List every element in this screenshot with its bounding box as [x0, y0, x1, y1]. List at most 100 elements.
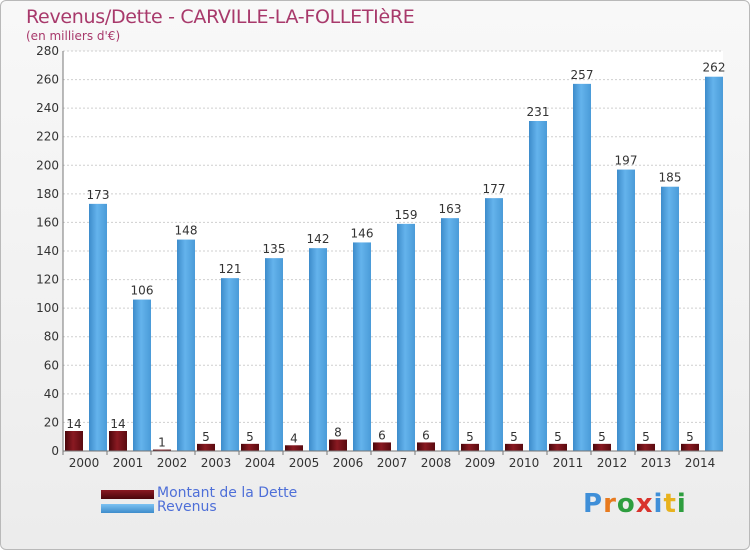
- logo-letter: r: [603, 489, 617, 519]
- bar-revenus: [485, 198, 503, 451]
- x-tick-label: 2001: [113, 456, 144, 470]
- y-tick-label: 220: [36, 130, 59, 144]
- x-tick-label: 2007: [377, 456, 408, 470]
- x-tick-label: 2005: [289, 456, 320, 470]
- data-label-revenus: 177: [483, 182, 506, 196]
- logo-letter: o: [616, 489, 636, 519]
- bar-revenus: [353, 242, 371, 451]
- bar-revenus: [309, 248, 327, 451]
- logo-letter: i: [653, 489, 664, 519]
- y-tick-label: 120: [36, 273, 59, 287]
- proxiti-logo: Proxiti: [583, 489, 687, 519]
- x-tick-label: 2013: [641, 456, 672, 470]
- bar-revenus: [573, 83, 591, 451]
- data-label-revenus: 148: [175, 224, 198, 238]
- y-tick-label: 60: [44, 358, 59, 372]
- data-label-revenus: 185: [659, 171, 682, 185]
- data-label-dette: 5: [554, 430, 562, 444]
- bar-dette: [241, 443, 259, 451]
- y-tick-label: 40: [44, 387, 59, 401]
- y-tick-label: 260: [36, 73, 59, 87]
- bar-revenus: [89, 203, 107, 451]
- data-label-revenus: 173: [87, 188, 110, 202]
- bar-dette: [417, 442, 435, 451]
- x-tick-label: 2011: [553, 456, 584, 470]
- data-label-dette: 5: [466, 430, 474, 444]
- data-label-dette: 5: [686, 430, 694, 444]
- data-label-dette: 8: [334, 426, 342, 440]
- bar-revenus: [133, 299, 151, 451]
- y-tick-label: 180: [36, 187, 59, 201]
- data-label-dette: 5: [642, 430, 650, 444]
- y-tick-label: 80: [44, 330, 59, 344]
- data-label-dette: 1: [158, 436, 166, 450]
- x-tick-label: 2002: [157, 456, 188, 470]
- data-label-dette: 5: [510, 430, 518, 444]
- y-tick-label: 200: [36, 158, 59, 172]
- x-tick-label: 2004: [245, 456, 276, 470]
- data-label-revenus: 262: [703, 61, 726, 75]
- data-label-dette: 14: [66, 417, 81, 431]
- bar-dette: [593, 443, 611, 451]
- x-tick-label: 2009: [465, 456, 496, 470]
- bar-dette: [505, 443, 523, 451]
- logo-letter: x: [635, 489, 654, 519]
- y-tick-label: 0: [51, 444, 59, 458]
- bar-revenus: [265, 258, 283, 451]
- bar-dette: [549, 443, 567, 451]
- data-label-revenus: 231: [527, 105, 550, 119]
- bar-dette: [197, 443, 215, 451]
- bar-revenus: [529, 121, 547, 451]
- bar-dette: [109, 431, 127, 451]
- x-tick-label: 2008: [421, 456, 452, 470]
- bar-revenus: [397, 223, 415, 451]
- data-label-revenus: 142: [307, 232, 330, 246]
- bar-dette: [681, 443, 699, 451]
- data-label-dette: 5: [598, 430, 606, 444]
- logo-letter: P: [583, 489, 604, 519]
- y-tick-label: 140: [36, 244, 59, 258]
- legend-swatch-revenus: [101, 504, 154, 513]
- x-tick-label: 2014: [685, 456, 716, 470]
- y-tick-label: 280: [36, 44, 59, 58]
- y-tick-label: 20: [44, 415, 59, 429]
- x-tick-label: 2006: [333, 456, 364, 470]
- chart-subtitle: (en milliers d'€): [26, 29, 121, 43]
- bar-dette: [637, 443, 655, 451]
- x-tick-label: 2003: [201, 456, 232, 470]
- data-label-revenus: 135: [263, 242, 286, 256]
- y-tick-label: 240: [36, 101, 59, 115]
- bar-dette: [373, 442, 391, 451]
- x-tick-label: 2000: [69, 456, 100, 470]
- legend-swatch-dette: [101, 490, 154, 499]
- bar-revenus: [221, 278, 239, 451]
- data-label-dette: 6: [422, 428, 430, 442]
- bar-dette: [153, 449, 171, 451]
- legend-label-revenus: Revenus: [157, 499, 217, 515]
- data-label-revenus: 257: [571, 68, 594, 82]
- data-label-revenus: 106: [131, 284, 154, 298]
- data-label-dette: 4: [290, 431, 298, 445]
- bar-dette: [461, 443, 479, 451]
- legend-label-dette: Montant de la Dette: [157, 485, 298, 501]
- data-label-dette: 6: [378, 428, 386, 442]
- bar-dette: [329, 439, 347, 451]
- data-label-revenus: 197: [615, 154, 638, 168]
- chart-title: Revenus/Dette - CARVILLE-LA-FOLLETIèRE: [26, 6, 415, 28]
- y-tick-label: 100: [36, 301, 59, 315]
- y-tick-label: 160: [36, 215, 59, 229]
- bar-revenus: [617, 169, 635, 452]
- data-label-dette: 5: [202, 430, 210, 444]
- bar-revenus: [441, 218, 459, 451]
- bar-dette: [65, 431, 83, 451]
- bar-revenus: [705, 76, 723, 451]
- bar-revenus: [661, 186, 679, 451]
- data-label-revenus: 163: [439, 202, 462, 216]
- data-label-dette: 14: [110, 417, 125, 431]
- logo-letter: t: [663, 489, 677, 519]
- bar-dette: [285, 445, 303, 451]
- data-label-revenus: 121: [219, 262, 242, 276]
- data-label-dette: 5: [246, 430, 254, 444]
